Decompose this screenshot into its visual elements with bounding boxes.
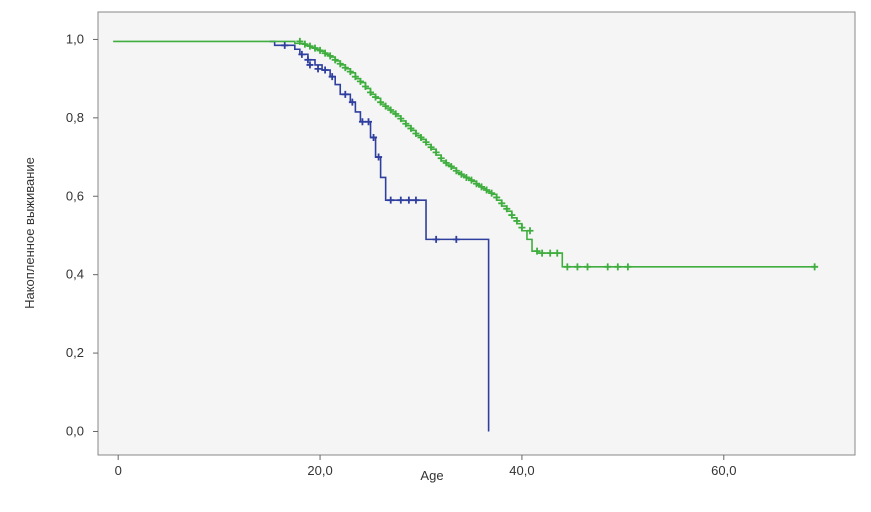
censor-mark xyxy=(563,263,571,271)
censor-mark xyxy=(553,249,561,257)
censor-mark xyxy=(573,263,581,271)
y-axis: 0,0 0,2 0,4 0,6 0,8 1,0 xyxy=(66,31,98,438)
censor-mark xyxy=(412,130,420,138)
censor-mark xyxy=(473,180,480,188)
censor-mark xyxy=(321,49,329,57)
censor-mark xyxy=(407,124,415,132)
censor-mark xyxy=(328,73,336,81)
censor-mark xyxy=(422,138,430,146)
censor-mark xyxy=(478,183,486,191)
y-tick-label: 0,6 xyxy=(66,188,84,203)
x-tick-label: 0 xyxy=(115,463,122,478)
censor-mark xyxy=(437,154,445,162)
censor-mark xyxy=(427,143,435,151)
censor-mark xyxy=(483,186,491,194)
censor-mark xyxy=(614,263,622,271)
censor-mark xyxy=(462,173,470,181)
censor-mark xyxy=(361,82,369,90)
censor-mark xyxy=(348,98,356,106)
x-axis: 0 20,0 40,0 60,0 xyxy=(115,455,736,478)
censor-mark xyxy=(281,41,289,49)
censor-mark xyxy=(412,196,420,204)
censor-mark xyxy=(316,46,324,54)
censor-mark xyxy=(358,118,366,126)
censor-mark xyxy=(341,90,349,98)
censor-mark xyxy=(402,120,410,128)
censor-mark xyxy=(498,199,506,207)
censor-mark xyxy=(538,249,546,257)
series-2 xyxy=(113,37,819,271)
censor-mark xyxy=(447,162,455,170)
censor-mark xyxy=(526,227,534,235)
censor-mark xyxy=(336,60,344,68)
censor-mark xyxy=(306,61,314,69)
censor-mark xyxy=(377,98,385,106)
plot-area xyxy=(97,11,856,456)
censor-mark xyxy=(811,263,819,271)
censor-mark xyxy=(513,217,521,225)
censor-mark xyxy=(518,224,526,232)
x-tick-label: 60,0 xyxy=(711,463,736,478)
y-tick-label: 1,0 xyxy=(66,31,84,46)
censor-mark xyxy=(533,247,541,255)
censor-mark xyxy=(304,56,312,64)
censor-mark xyxy=(417,133,425,141)
censor-mark xyxy=(321,66,329,74)
y-tick-label: 0,2 xyxy=(66,345,84,360)
censor-mark xyxy=(503,205,511,213)
censor-mark xyxy=(387,196,395,204)
censor-mark xyxy=(624,263,632,271)
y-tick-label: 0,8 xyxy=(66,110,84,125)
y-axis-title: Накопленное выживание xyxy=(22,157,37,309)
censor-mark xyxy=(306,42,314,50)
censor-mark xyxy=(546,249,554,257)
y-tick-label: 0,4 xyxy=(66,267,84,282)
censor-mark xyxy=(397,115,405,123)
censor-mark xyxy=(372,93,380,101)
censor-mark xyxy=(331,56,339,64)
censor-mark xyxy=(387,106,395,114)
censor-mark xyxy=(397,196,405,204)
x-axis-title: Age xyxy=(420,468,443,483)
censor-mark xyxy=(365,118,373,126)
x-tick-label: 20,0 xyxy=(307,463,332,478)
censor-mark xyxy=(452,167,460,175)
censor-mark xyxy=(341,64,349,72)
x-tick-label: 40,0 xyxy=(509,463,534,478)
censor-mark xyxy=(375,153,383,161)
censor-mark xyxy=(467,176,475,184)
censor-mark xyxy=(326,52,334,60)
censor-mark xyxy=(298,50,306,58)
censor-mark xyxy=(452,235,460,243)
censor-mark xyxy=(392,110,400,118)
censor-mark xyxy=(356,77,364,85)
y-tick-label: 0,0 xyxy=(66,423,84,438)
censor-mark xyxy=(508,211,516,219)
censor-mark xyxy=(296,37,304,45)
censor-mark xyxy=(584,263,592,271)
censor-mark xyxy=(457,170,465,178)
censor-mark xyxy=(442,159,450,167)
censor-mark xyxy=(314,65,322,73)
censor-mark xyxy=(488,189,496,197)
censor-mark xyxy=(493,193,501,201)
censor-mark xyxy=(370,133,378,141)
censor-mark xyxy=(367,88,375,96)
series-layer xyxy=(113,37,819,432)
censor-mark xyxy=(405,196,413,204)
censor-mark xyxy=(351,73,359,81)
censor-mark xyxy=(382,102,390,110)
censor-mark xyxy=(432,148,440,156)
censor-mark xyxy=(301,40,309,48)
censor-mark xyxy=(604,263,612,271)
series-1 xyxy=(269,40,490,432)
censor-mark xyxy=(346,68,354,76)
censor-mark xyxy=(311,44,319,52)
censor-mark xyxy=(432,235,440,243)
